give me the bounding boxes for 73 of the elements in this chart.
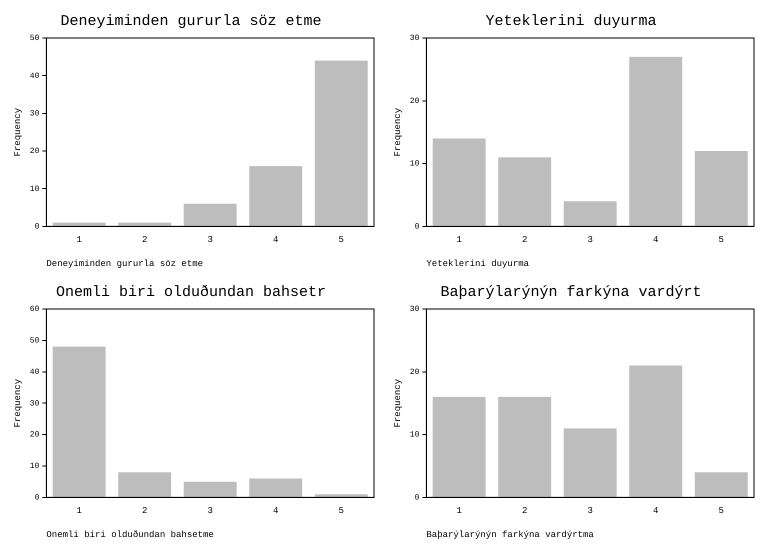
y-tick-label: 0: [34, 222, 40, 232]
y-tick-label: 20: [30, 147, 40, 156]
bar: [432, 396, 486, 497]
x-tick-label: 3: [208, 235, 213, 246]
chart-title: Deneyiminden gururla söz etme: [60, 12, 322, 30]
y-tick-label: 50: [30, 336, 40, 346]
bar: [694, 151, 748, 226]
x-tick-label: 2: [522, 235, 528, 246]
bar: [564, 428, 617, 497]
x-tick-label: 3: [208, 506, 213, 516]
x-axis-title: Onemli biri olduðundan bahsetme: [46, 530, 214, 540]
y-axis-title: Frequency: [392, 107, 403, 157]
y-tick-label: 40: [30, 368, 40, 377]
x-tick-label: 5: [338, 506, 344, 516]
x-tick-label: 2: [522, 506, 528, 516]
bar: [249, 478, 302, 497]
x-tick-label: 5: [338, 235, 344, 246]
y-tick-label: 10: [410, 430, 420, 440]
x-axis-title: Deneyiminden gururla söz etme: [46, 258, 204, 269]
bar: [249, 166, 302, 226]
x-tick-label: 1: [456, 235, 462, 246]
bar: [564, 201, 617, 226]
bar: [184, 482, 237, 497]
bar: [118, 472, 172, 497]
bar: [629, 366, 682, 497]
y-tick-label: 10: [410, 160, 420, 169]
x-tick-label: 5: [718, 235, 724, 246]
x-tick-label: 4: [653, 235, 658, 246]
y-tick-label: 30: [30, 109, 40, 118]
x-tick-label: 1: [76, 506, 82, 516]
y-axis-title: Frequency: [392, 378, 403, 428]
y-tick-label: 50: [30, 34, 40, 44]
x-tick-label: 5: [718, 506, 724, 516]
x-tick-label: 3: [588, 506, 593, 516]
y-tick-label: 10: [30, 184, 40, 194]
y-tick-label: 60: [30, 305, 40, 314]
y-tick-label: 0: [414, 494, 420, 503]
y-tick-label: 20: [30, 430, 40, 440]
x-tick-label: 4: [653, 506, 658, 516]
x-axis-title: Yeteklerini duyurma: [426, 258, 530, 269]
bar: [118, 222, 172, 226]
y-axis-title: Frequency: [12, 107, 23, 157]
x-tick-label: 3: [588, 235, 593, 246]
x-tick-label: 2: [142, 235, 148, 246]
chart-title: Onemli biri olduðundan bahsetr: [56, 284, 326, 301]
y-tick-label: 10: [30, 462, 40, 472]
y-tick-label: 40: [30, 72, 40, 81]
x-tick-label: 1: [456, 506, 462, 516]
y-tick-label: 0: [414, 222, 420, 232]
x-tick-label: 4: [273, 506, 278, 516]
chart-title: Baþarýlarýnýn farkýna vardýrt: [440, 284, 702, 301]
y-axis-title: Frequency: [12, 378, 23, 428]
bar: [314, 494, 368, 497]
chart-title: Yeteklerini duyurma: [485, 12, 657, 30]
bar: [629, 56, 682, 226]
x-tick-label: 1: [76, 235, 82, 246]
bar: [432, 138, 486, 226]
y-tick-label: 30: [410, 305, 420, 314]
bar: [52, 222, 106, 226]
x-axis-title: Baþarýlarýnýn farkýna vardýrtma: [426, 530, 594, 540]
bar: [498, 157, 552, 226]
y-tick-label: 0: [34, 494, 40, 503]
y-tick-label: 30: [30, 399, 40, 408]
x-tick-label: 2: [142, 506, 148, 516]
x-tick-label: 4: [273, 235, 278, 246]
y-tick-label: 30: [410, 34, 420, 44]
y-tick-label: 20: [410, 96, 420, 106]
bar: [498, 396, 552, 497]
bar: [314, 60, 368, 226]
y-tick-label: 20: [410, 368, 420, 377]
bar: [52, 346, 106, 497]
bar: [184, 204, 237, 226]
bar: [694, 472, 748, 497]
